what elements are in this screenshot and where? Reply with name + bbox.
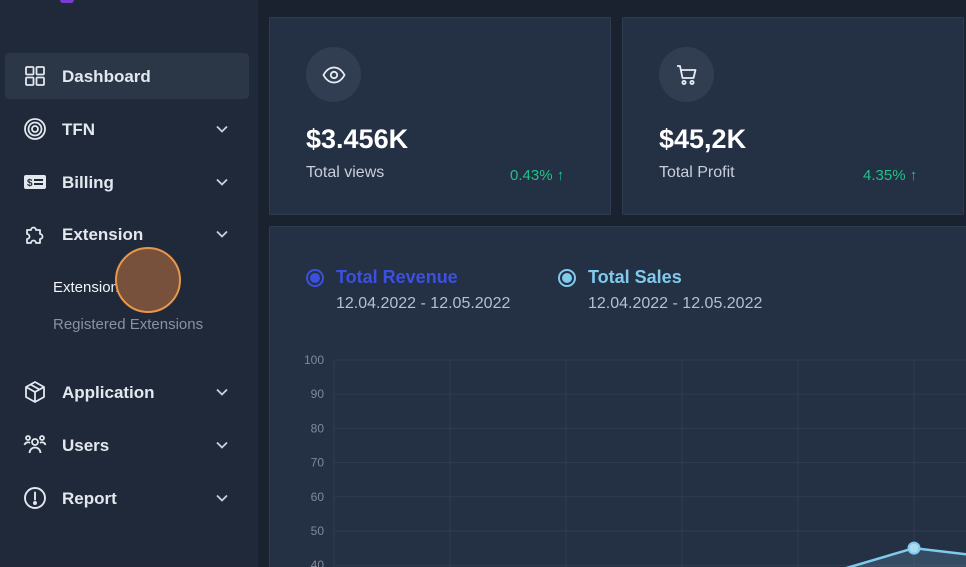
users-icon bbox=[23, 433, 47, 457]
chevron-down-icon[interactable] bbox=[215, 175, 229, 189]
chart-card: Total Revenue 12.04.2022 - 12.05.2022 To… bbox=[269, 226, 966, 567]
sidebar: Dashboard TFN $ Billing Extension Extens… bbox=[0, 0, 258, 567]
sidebar-item-extension[interactable]: Extension bbox=[5, 211, 249, 257]
y-tick-label: 50 bbox=[311, 524, 325, 538]
legend-range: 12.04.2022 - 12.05.2022 bbox=[588, 295, 763, 312]
stat-value: $3.456K bbox=[306, 124, 409, 154]
cursor-highlight bbox=[115, 247, 181, 313]
sidebar-item-label: TFN bbox=[62, 120, 96, 139]
y-tick-label: 40 bbox=[311, 558, 325, 567]
sidebar-item-users[interactable]: Users bbox=[5, 422, 249, 468]
stat-card-views: $3.456K Total views 0.43% ↑ bbox=[269, 17, 611, 215]
sidebar-item-label: Billing bbox=[62, 173, 114, 192]
chevron-down-icon[interactable] bbox=[215, 491, 229, 505]
stat-change: 4.35% ↑ bbox=[863, 167, 918, 184]
legend-name: Total Revenue bbox=[336, 267, 458, 287]
y-tick-label: 90 bbox=[311, 387, 325, 401]
chevron-down-icon[interactable] bbox=[215, 385, 229, 399]
grid-icon bbox=[23, 64, 47, 88]
stat-card-profit: $45,2K Total Profit 4.35% ↑ bbox=[622, 17, 964, 215]
revenue-sales-chart: 100 90 80 70 60 50 40 bbox=[304, 353, 966, 567]
legend-name: Total Sales bbox=[588, 267, 682, 287]
billing-icon: $ bbox=[23, 170, 47, 194]
sidebar-item-dashboard[interactable]: Dashboard bbox=[5, 53, 249, 99]
eye-icon bbox=[306, 47, 361, 102]
legend-dot-revenue bbox=[306, 269, 324, 287]
logo bbox=[60, 0, 74, 3]
cube-icon bbox=[23, 380, 47, 404]
chevron-down-icon[interactable] bbox=[215, 122, 229, 136]
sidebar-item-label: Extension bbox=[62, 225, 144, 244]
alert-circle-icon bbox=[23, 486, 47, 510]
sidebar-item-tfn[interactable]: TFN bbox=[5, 106, 249, 152]
y-tick-label: 60 bbox=[311, 490, 325, 504]
y-tick-label: 100 bbox=[304, 353, 324, 367]
chevron-down-icon[interactable] bbox=[215, 227, 229, 241]
y-tick-label: 80 bbox=[311, 421, 325, 435]
submenu-registered-extensions[interactable]: Registered Extensions bbox=[53, 316, 204, 333]
legend-dot-sales bbox=[558, 269, 576, 287]
sidebar-item-label: Dashboard bbox=[62, 67, 151, 86]
chevron-down-icon[interactable] bbox=[215, 438, 229, 452]
sidebar-item-label: Users bbox=[62, 436, 110, 455]
cart-icon bbox=[659, 47, 714, 102]
puzzle-icon bbox=[23, 222, 47, 246]
data-point bbox=[907, 541, 921, 555]
sidebar-item-label: Application bbox=[62, 383, 155, 402]
y-tick-label: 70 bbox=[311, 456, 325, 470]
sidebar-item-billing[interactable]: $ Billing bbox=[5, 159, 249, 205]
stat-change: 0.43% ↑ bbox=[510, 167, 565, 184]
svg-text:$: $ bbox=[27, 178, 33, 189]
submenu-extension[interactable]: Extension bbox=[53, 279, 119, 296]
series-line bbox=[845, 546, 966, 567]
sidebar-item-application[interactable]: Application bbox=[5, 369, 249, 415]
series-area bbox=[849, 548, 966, 567]
legend-range: 12.04.2022 - 12.05.2022 bbox=[336, 295, 511, 312]
sidebar-item-report[interactable]: Report bbox=[5, 475, 249, 521]
target-icon bbox=[23, 117, 47, 141]
stat-label: Total Profit bbox=[659, 164, 735, 181]
stat-label: Total views bbox=[306, 164, 385, 181]
sidebar-item-label: Report bbox=[62, 489, 117, 508]
stat-value: $45,2K bbox=[659, 124, 747, 154]
